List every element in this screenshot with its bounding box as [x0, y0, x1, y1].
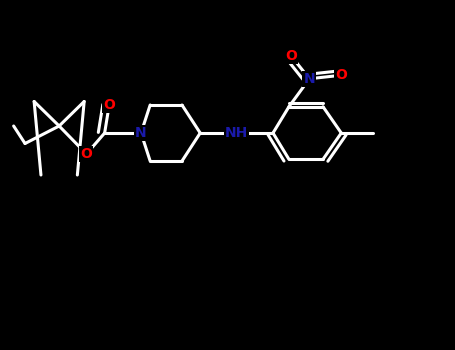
Text: O: O — [81, 147, 92, 161]
Text: N: N — [303, 72, 315, 86]
Text: O: O — [285, 49, 297, 63]
Text: N: N — [135, 126, 147, 140]
Text: O: O — [103, 98, 115, 112]
Text: O: O — [335, 68, 347, 82]
Text: NH: NH — [225, 126, 248, 140]
